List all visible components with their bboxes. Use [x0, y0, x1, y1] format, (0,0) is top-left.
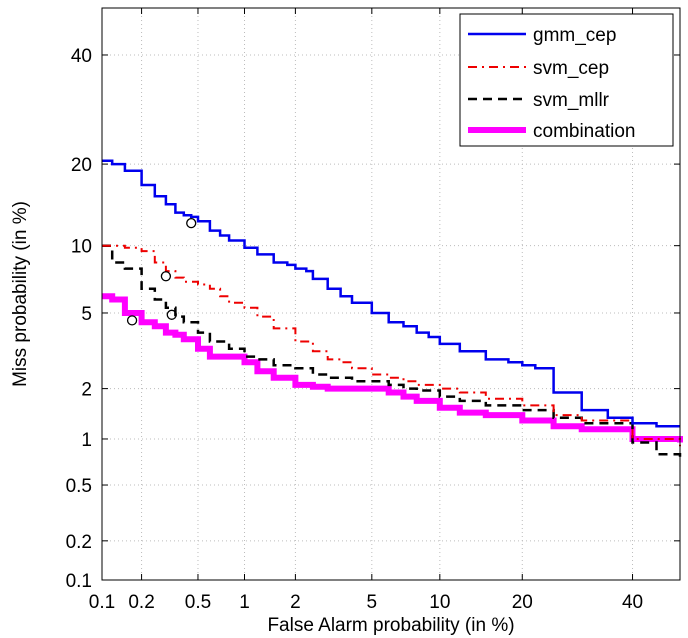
y-tick-label: 2 — [81, 380, 92, 401]
y-axis-label: Miss probability (in %) — [10, 201, 31, 387]
y-tick-label: 10 — [71, 237, 92, 258]
x-axis-label: False Alarm probability (in %) — [267, 615, 514, 636]
x-tick-label: 0.2 — [128, 592, 154, 613]
legend: gmm_cep svm_cep svm_mllr combination — [460, 14, 673, 146]
x-tick-label: 10 — [429, 592, 450, 613]
x-tick-label: 20 — [512, 592, 533, 613]
legend-label-svm-mllr: svm_mllr — [533, 90, 610, 111]
y-tick-label: 0.2 — [66, 532, 92, 553]
legend-label-gmm-cep: gmm_cep — [533, 25, 616, 46]
x-tick-label: 5 — [367, 592, 378, 613]
y-tick-label: 20 — [71, 155, 92, 176]
x-tick-label: 2 — [290, 592, 301, 613]
y-tick-label: 0.1 — [66, 571, 92, 592]
y-tick-label: 5 — [81, 304, 92, 325]
x-tick-label: 1 — [239, 592, 250, 613]
y-tick-label: 0.5 — [66, 476, 92, 497]
legend-label-combination: combination — [533, 121, 635, 142]
x-tick-label: 40 — [622, 592, 643, 613]
y-tick-label: 40 — [71, 46, 92, 67]
legend-label-svm-cep: svm_cep — [533, 58, 609, 79]
x-tick-label: 0.1 — [89, 592, 115, 613]
x-tick-label: 0.5 — [185, 592, 211, 613]
y-tick-label: 1 — [81, 430, 92, 451]
